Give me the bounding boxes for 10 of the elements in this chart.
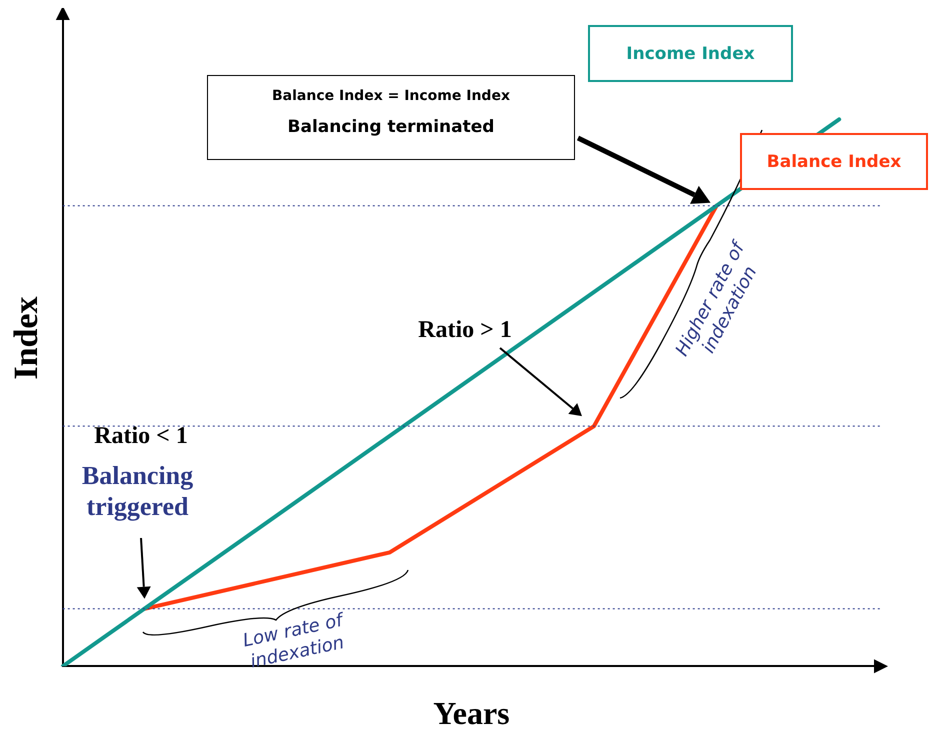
- annotation: Balancing triggered: [80, 460, 194, 522]
- annotation: Balancing terminated: [286, 117, 496, 138]
- text: Balance Index: [740, 133, 928, 190]
- text: Balance Index = Income Index: [271, 88, 511, 105]
- annotation: Ratio > 1: [417, 316, 513, 345]
- annotation: Ratio < 1: [93, 422, 189, 451]
- x-axis-title: Years: [433, 695, 510, 732]
- y-axis-title: Index: [8, 296, 46, 380]
- annotation: Low rate of indexation: [240, 608, 347, 674]
- text: Income Index: [588, 25, 793, 82]
